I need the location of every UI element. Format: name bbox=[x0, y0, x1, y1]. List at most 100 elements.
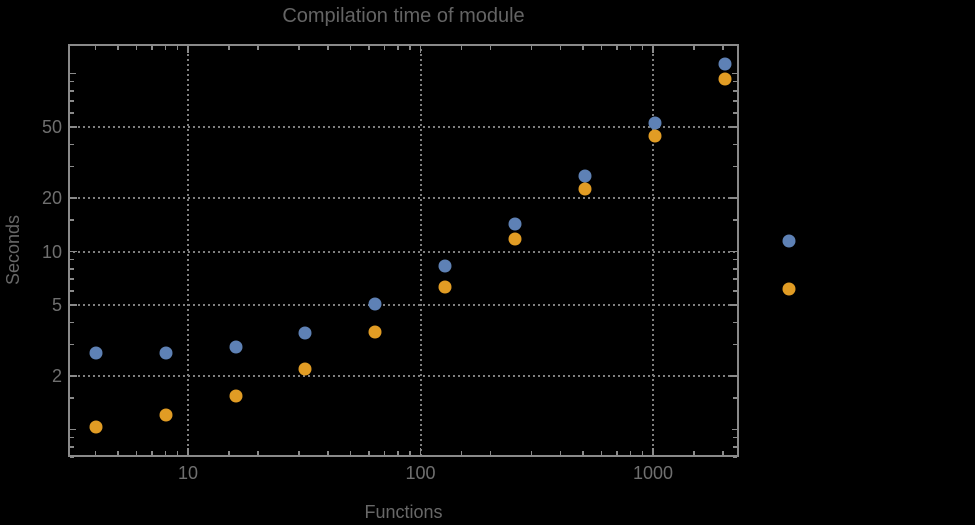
axis-tick-x bbox=[327, 46, 329, 50]
x-axis-label: Functions bbox=[364, 502, 443, 522]
axis-tick-x bbox=[641, 451, 644, 455]
data-point-blue bbox=[368, 297, 382, 311]
axis-tick-y bbox=[70, 250, 77, 253]
axis-tick-x bbox=[94, 46, 97, 50]
axis-tick-x bbox=[94, 451, 97, 455]
axis-tick-x bbox=[600, 451, 603, 455]
axis-tick-y bbox=[70, 90, 74, 92]
axis-tick-x bbox=[257, 451, 259, 455]
axis-tick-y bbox=[733, 165, 737, 168]
gridline-y-5 bbox=[68, 304, 739, 307]
axis-tick-x bbox=[176, 46, 179, 50]
axis-tick-x bbox=[616, 451, 618, 455]
axis-tick-y bbox=[733, 290, 737, 292]
axis-tick-x bbox=[460, 46, 463, 50]
axis-tick-y bbox=[731, 72, 737, 75]
axis-tick-y bbox=[70, 112, 74, 114]
axis-tick-x bbox=[530, 46, 533, 50]
axis-tick-x bbox=[164, 451, 167, 455]
axis-tick-x bbox=[117, 46, 119, 50]
y-tick-label: 20 bbox=[41, 187, 62, 208]
axis-tick-x bbox=[629, 451, 632, 455]
data-point-blue bbox=[229, 340, 242, 354]
data-point-orange bbox=[508, 232, 522, 246]
axis-tick-x bbox=[151, 451, 153, 455]
data-point-orange bbox=[718, 72, 732, 86]
axis-tick-x bbox=[652, 46, 654, 53]
axis-tick-y bbox=[70, 143, 74, 146]
axis-tick-x bbox=[397, 46, 399, 50]
axis-tick-x bbox=[530, 451, 533, 455]
axis-tick-x bbox=[409, 451, 411, 455]
axis-tick-x bbox=[257, 46, 259, 50]
data-point-blue bbox=[508, 217, 522, 231]
axis-tick-x bbox=[600, 46, 603, 50]
axis-tick-x bbox=[298, 46, 300, 50]
gridline-y-2 bbox=[68, 374, 739, 377]
axis-tick-y bbox=[70, 258, 74, 261]
y-tick-label: 50 bbox=[41, 117, 62, 138]
axis-tick-y bbox=[70, 165, 74, 168]
axis-tick-x bbox=[641, 46, 644, 50]
axis-tick-y bbox=[733, 436, 737, 439]
axis-tick-x bbox=[228, 46, 230, 50]
plot-frame bbox=[68, 44, 739, 457]
axis-tick-x bbox=[489, 46, 492, 50]
axis-tick-y bbox=[70, 456, 74, 458]
axis-tick-x bbox=[582, 451, 584, 455]
axis-tick-y bbox=[733, 397, 737, 399]
x-tick-label: 1000 bbox=[632, 463, 674, 483]
axis-tick-x bbox=[187, 46, 189, 53]
axis-tick-y bbox=[733, 143, 737, 146]
axis-tick-x bbox=[327, 451, 329, 455]
axis-tick-x bbox=[368, 451, 370, 455]
gridline-y-10 bbox=[68, 250, 739, 253]
axis-tick-x bbox=[135, 46, 138, 50]
axis-tick-y bbox=[733, 80, 737, 83]
data-point-blue bbox=[89, 346, 102, 360]
axis-tick-x bbox=[693, 46, 695, 50]
axis-tick-x bbox=[187, 448, 189, 455]
axis-tick-x bbox=[383, 451, 386, 455]
axis-tick-y bbox=[733, 219, 737, 221]
axis-tick-x bbox=[397, 451, 399, 455]
axis-tick-y bbox=[733, 258, 737, 261]
axis-tick-x bbox=[117, 451, 119, 455]
axis-tick-x bbox=[722, 46, 724, 50]
axis-tick-y bbox=[733, 90, 737, 92]
axis-tick-x bbox=[616, 46, 618, 50]
axis-tick-y bbox=[733, 112, 737, 114]
axis-tick-y bbox=[70, 197, 77, 199]
axis-tick-y bbox=[733, 446, 737, 448]
axis-tick-y bbox=[730, 375, 737, 377]
axis-tick-x bbox=[419, 448, 422, 455]
axis-tick-y bbox=[733, 321, 737, 324]
axis-tick-x bbox=[693, 451, 695, 455]
axis-tick-y bbox=[733, 268, 737, 270]
data-point-orange bbox=[438, 280, 452, 294]
axis-tick-y bbox=[70, 290, 74, 292]
gridline-y-20 bbox=[68, 196, 739, 199]
axis-tick-y bbox=[733, 343, 737, 346]
axis-tick-y bbox=[730, 197, 737, 199]
data-point-orange bbox=[159, 408, 172, 422]
axis-tick-x bbox=[419, 46, 422, 53]
axis-tick-x bbox=[460, 451, 463, 455]
axis-tick-y bbox=[70, 268, 74, 270]
y-tick-label: 5 bbox=[51, 295, 62, 316]
data-point-blue bbox=[578, 169, 592, 183]
axis-tick-x bbox=[228, 451, 230, 455]
axis-tick-y bbox=[70, 446, 74, 448]
data-point-blue bbox=[298, 326, 312, 340]
data-point-orange bbox=[368, 325, 382, 339]
y-tick-label: 2 bbox=[51, 365, 62, 386]
axis-tick-y bbox=[70, 321, 74, 324]
axis-tick-y bbox=[70, 375, 77, 377]
data-point-blue bbox=[438, 259, 452, 273]
axis-tick-y bbox=[730, 304, 737, 306]
axis-tick-x bbox=[151, 46, 153, 50]
data-point-orange bbox=[229, 389, 242, 403]
axis-tick-y bbox=[70, 100, 74, 102]
axis-tick-y bbox=[70, 72, 76, 75]
